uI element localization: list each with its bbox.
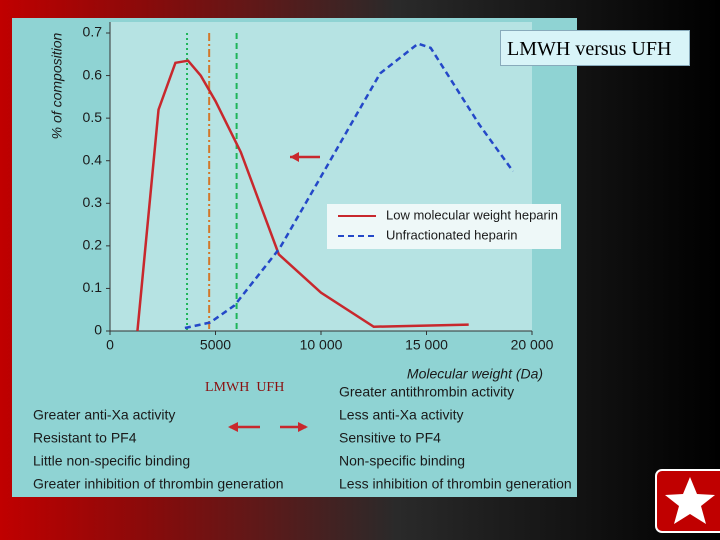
y-tick-label: 0.3 — [83, 194, 103, 210]
title: LMWH versus UFH — [500, 30, 690, 66]
x-tick-label: 15 000 — [405, 337, 448, 353]
x-tick-label: 10 000 — [300, 337, 343, 353]
right-item: Less anti-Xa activity — [339, 407, 464, 423]
left-item: Greater anti-Xa activity — [33, 407, 175, 423]
series-line — [184, 42, 515, 330]
right-item: Sensitive to PF4 — [339, 430, 441, 446]
legend-label: Unfractionated heparin — [386, 227, 518, 242]
legend — [327, 204, 561, 249]
left-item: Greater inhibition of thrombin generatio… — [33, 476, 284, 492]
arrow-heads — [228, 422, 308, 432]
left-item: Resistant to PF4 — [33, 430, 137, 446]
right-item: Greater antithrombin activity — [339, 384, 514, 400]
right-item: Less inhibition of thrombin generation — [339, 476, 572, 492]
arrow-head — [290, 152, 299, 162]
y-tick-label: 0.1 — [83, 279, 103, 295]
y-tick-label: 0.2 — [83, 237, 103, 253]
y-tick-label: 0.7 — [83, 24, 103, 40]
y-tick-label: 0.4 — [83, 151, 103, 167]
x-tick-label: 5000 — [200, 337, 231, 353]
x-tick-label: 20 000 — [511, 337, 554, 353]
star — [665, 477, 715, 524]
comparison-labels: LMWH UFH — [205, 380, 284, 395]
left-item: Little non-specific binding — [33, 453, 190, 469]
y-tick-label: 0.6 — [83, 66, 103, 82]
legend-label: Low molecular weight heparin — [386, 207, 558, 222]
right-item: Non-specific binding — [339, 453, 465, 469]
x-axis-label: Molecular weight (Da) — [407, 366, 543, 382]
series-line — [136, 59, 469, 332]
y-tick-label: 0.5 — [83, 109, 103, 125]
x-tick-label: 0 — [106, 337, 114, 353]
y-axis-label: % of composition — [49, 32, 65, 139]
y-tick-label: 0 — [94, 322, 102, 338]
